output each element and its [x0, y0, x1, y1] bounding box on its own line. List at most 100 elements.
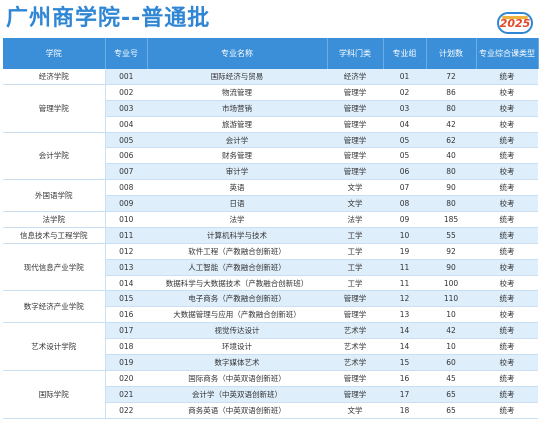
course-type-cell: 统考 — [476, 132, 538, 149]
major-group-cell: 15 — [383, 354, 426, 371]
plan-count-cell: 55 — [426, 227, 476, 244]
table-row: 009 日语 文学 08 80 校考 — [3, 195, 538, 213]
discipline-cell: 文学 — [327, 179, 383, 197]
major-name-cell: 日语 — [147, 195, 327, 213]
plan-count-cell: 60 — [426, 354, 476, 371]
major-code-cell: 001 — [105, 69, 147, 85]
discipline-cell: 管理学 — [327, 116, 383, 133]
table-row: 014 数据科学与大数据技术（产教融合创新班） 工学 11 100 校考 — [3, 275, 538, 292]
discipline-cell: 管理学 — [327, 290, 383, 308]
major-code-cell: 007 — [105, 163, 147, 181]
major-code-cell: 014 — [105, 275, 147, 292]
course-type-cell: 校考 — [476, 84, 538, 101]
discipline-cell: 艺术学 — [327, 354, 383, 371]
table-row: 022 商务英语（中英双语创新班） 文学 18 65 统考 — [3, 402, 538, 419]
discipline-cell: 文学 — [327, 195, 383, 213]
major-name-cell: 环境设计 — [147, 338, 327, 356]
college-cell: 艺术设计学院 — [3, 322, 106, 371]
course-type-cell: 校考 — [476, 354, 538, 371]
year-badge: 2025 — [497, 12, 533, 34]
major-name-cell: 审计学 — [147, 163, 327, 181]
major-code-cell: 012 — [105, 243, 147, 260]
college-cell: 信息技术与工程学院 — [3, 227, 106, 244]
major-code-cell: 018 — [105, 338, 147, 356]
discipline-cell: 管理学 — [327, 147, 383, 165]
course-type-cell: 统考 — [476, 322, 538, 340]
table-row: 经济学院 001 国际经济与贸易 经济学 01 72 统考 — [3, 69, 538, 85]
major-group-cell: 19 — [383, 243, 426, 260]
major-code-cell: 013 — [105, 259, 147, 276]
plan-count-cell: 80 — [426, 195, 476, 213]
table-row: 信息技术与工程学院 011 计算机科学与技术 工学 10 55 统考 — [3, 227, 538, 244]
course-type-cell: 校考 — [476, 306, 538, 324]
discipline-cell: 管理学 — [327, 306, 383, 324]
major-name-cell: 电子商务（产教融合创新班） — [147, 290, 327, 308]
major-code-cell: 008 — [105, 179, 147, 197]
discipline-cell: 工学 — [327, 259, 383, 276]
major-name-cell: 数字媒体艺术 — [147, 354, 327, 371]
major-code-cell: 009 — [105, 195, 147, 213]
discipline-cell: 管理学 — [327, 132, 383, 149]
college-cell: 会计学院 — [3, 132, 106, 181]
course-type-cell: 统考 — [476, 243, 538, 260]
major-name-cell: 旅游管理 — [147, 116, 327, 133]
admission-plan-table: 学院 专业号 专业名称 学科门类 专业组 计划数 专业综合课类型 经济学院 001… — [3, 38, 539, 419]
major-group-cell: 17 — [383, 386, 426, 403]
plan-count-cell: 92 — [426, 243, 476, 260]
major-code-cell: 021 — [105, 386, 147, 403]
table-row: 018 环境设计 艺术学 14 10 统考 — [3, 338, 538, 356]
plan-count-cell: 100 — [426, 275, 476, 292]
table-row: 021 会计学（中英双语创新班） 管理学 17 65 统考 — [3, 386, 538, 403]
discipline-cell: 管理学 — [327, 84, 383, 101]
major-name-cell: 会计学（中英双语创新班） — [147, 386, 327, 403]
table-row: 管理学院 002 物流管理 管理学 02 86 校考 — [3, 84, 538, 133]
major-group-cell: 11 — [383, 275, 426, 292]
table-row: 013 人工智能（产教融合创新班） 工学 11 90 校考 — [3, 259, 538, 276]
table-row: 004 旅游管理 管理学 04 42 校考 — [3, 116, 538, 133]
course-type-cell: 统考 — [476, 179, 538, 197]
course-type-cell: 统考 — [476, 147, 538, 165]
plan-count-cell: 42 — [426, 116, 476, 133]
major-group-cell: 01 — [383, 69, 426, 85]
major-name-cell: 会计学 — [147, 132, 327, 149]
major-group-cell: 02 — [383, 84, 426, 101]
college-cell: 法学院 — [3, 211, 106, 228]
major-name-cell: 英语 — [147, 179, 327, 197]
major-name-cell: 人工智能（产教融合创新班） — [147, 259, 327, 276]
discipline-cell: 管理学 — [327, 163, 383, 181]
table-row: 数字经济产业学院 015 电子商务（产教融合创新班） 管理学 12 110 统考 — [3, 290, 538, 324]
college-cell: 现代信息产业学院 — [3, 243, 106, 292]
plan-count-cell: 42 — [426, 322, 476, 340]
discipline-cell: 管理学 — [327, 370, 383, 387]
discipline-cell: 艺术学 — [327, 322, 383, 340]
major-code-cell: 016 — [105, 306, 147, 324]
course-type-cell: 统考 — [476, 402, 538, 419]
plan-count-cell: 62 — [426, 132, 476, 149]
major-group-cell: 04 — [383, 116, 426, 133]
major-group-cell: 09 — [383, 211, 426, 228]
major-name-cell: 计算机科学与技术 — [147, 227, 327, 244]
table-row: 会计学院 005 会计学 管理学 05 62 统考 — [3, 132, 538, 181]
major-code-cell: 011 — [105, 227, 147, 244]
major-code-cell: 019 — [105, 354, 147, 371]
major-group-cell: 18 — [383, 402, 426, 419]
major-code-cell: 022 — [105, 402, 147, 419]
plan-count-cell: 65 — [426, 386, 476, 403]
table-row: 艺术设计学院 017 视觉传达设计 艺术学 14 42 统考 — [3, 322, 538, 371]
column-header-major-group: 专业组 — [383, 38, 427, 69]
column-header-college: 学院 — [3, 38, 106, 69]
major-group-cell: 12 — [383, 290, 426, 308]
major-code-cell: 005 — [105, 132, 147, 149]
major-name-cell: 物流管理 — [147, 84, 327, 101]
major-name-cell: 市场营销 — [147, 100, 327, 117]
course-type-cell: 校考 — [476, 195, 538, 213]
plan-count-cell: 185 — [426, 211, 476, 228]
plan-count-cell: 86 — [426, 84, 476, 101]
column-header-plan-count: 计划数 — [426, 38, 477, 69]
major-code-cell: 017 — [105, 322, 147, 340]
major-group-cell: 14 — [383, 322, 426, 340]
table-row: 019 数字媒体艺术 艺术学 15 60 校考 — [3, 354, 538, 371]
plan-count-cell: 90 — [426, 179, 476, 197]
major-group-cell: 08 — [383, 195, 426, 213]
plan-count-cell: 90 — [426, 259, 476, 276]
